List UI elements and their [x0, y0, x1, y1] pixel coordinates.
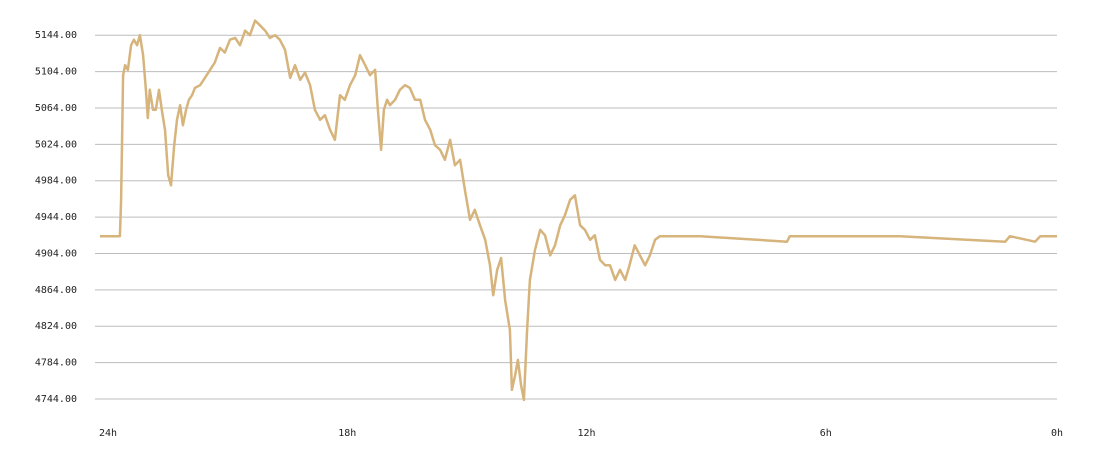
x-tick-label: 24h: [99, 428, 117, 439]
y-tick-label: 4744.00: [35, 394, 77, 405]
y-tick-label: 4864.00: [35, 285, 77, 296]
y-tick-label: 5104.00: [35, 67, 77, 78]
y-tick-label: 4944.00: [35, 212, 77, 223]
x-tick-label: 12h: [577, 428, 595, 439]
y-tick-label: 4784.00: [35, 358, 77, 369]
price-line: [100, 19, 1057, 402]
y-tick-label: 5064.00: [35, 103, 77, 114]
y-tick-label: 5144.00: [35, 30, 77, 41]
x-tick-label: 18h: [338, 428, 356, 439]
x-tick-label: 0h: [1051, 428, 1063, 439]
y-tick-label: 4904.00: [35, 248, 77, 259]
y-tick-label: 4824.00: [35, 321, 77, 332]
x-tick-label: 6h: [820, 428, 832, 439]
y-tick-label: 4984.00: [35, 176, 77, 187]
y-tick-label: 5024.00: [35, 139, 77, 150]
